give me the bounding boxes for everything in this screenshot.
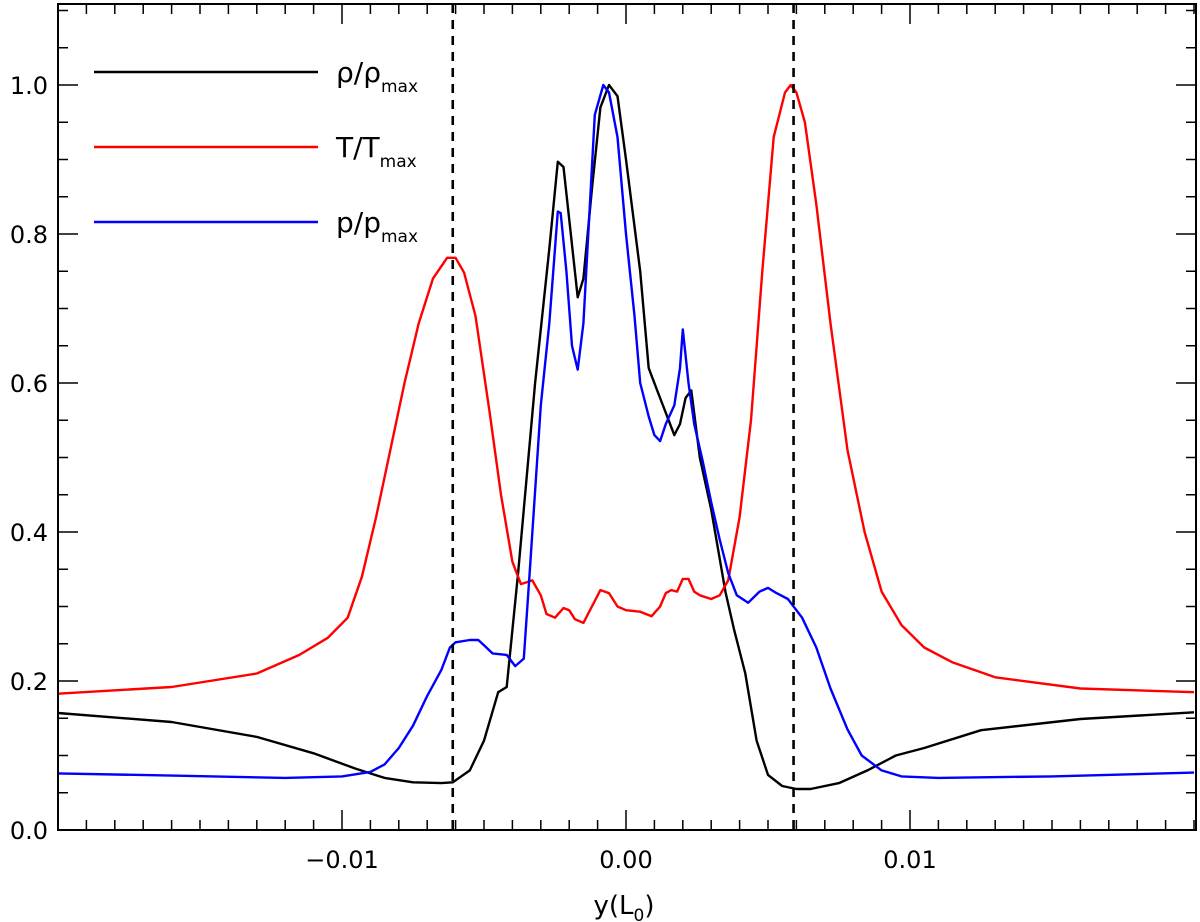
- x-tick-label: −0.01: [305, 846, 379, 874]
- y-tick-label: 0.6: [10, 370, 48, 398]
- x-tick-label: 0.01: [883, 846, 936, 874]
- legend-label: ρ/ρmax: [336, 56, 418, 97]
- reference-lines: [451, 4, 795, 830]
- y-tick-label: 0.8: [10, 221, 48, 249]
- y-tick-label: 1.0: [10, 72, 48, 100]
- legend-label: p/pmax: [336, 206, 418, 247]
- y-tick-label: 0.0: [10, 817, 48, 845]
- series-layer: [58, 83, 1195, 791]
- axis-ticks: [58, 4, 1196, 830]
- x-tick-label: 0.00: [599, 846, 652, 874]
- y-tick-label: 0.4: [10, 519, 48, 547]
- series-line-2: [58, 83, 1195, 780]
- y-tick-label: 0.2: [10, 668, 48, 696]
- series-line-0: [58, 83, 1195, 791]
- x-axis-title: y(L0): [594, 891, 655, 922]
- legend: ρ/ρmax T/Tmax p/pmax: [94, 56, 418, 247]
- legend-label: T/Tmax: [335, 131, 417, 172]
- plot-frame: [57, 3, 1197, 831]
- series-line-1: [58, 83, 1195, 695]
- tick-labels: −0.01 0.00 0.01 0.0 0.2 0.4 0.6 0.8 1.0: [10, 72, 937, 874]
